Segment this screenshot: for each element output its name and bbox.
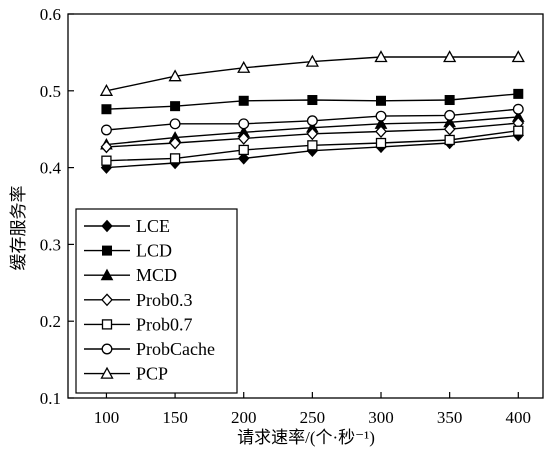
point-prob0-7-400 bbox=[513, 125, 524, 136]
point-prob0-7-200 bbox=[238, 144, 249, 156]
x-tick-label: 100 bbox=[94, 408, 120, 427]
point-pcp-200 bbox=[237, 60, 251, 73]
legend-item-lce: LCE bbox=[84, 216, 170, 236]
legend-item-lcd: LCD bbox=[84, 241, 172, 261]
y-tick-label: 0.2 bbox=[40, 312, 61, 331]
point-pcp-400 bbox=[511, 50, 525, 63]
legend-marker-mcd bbox=[100, 268, 114, 281]
point-prob0-7-100 bbox=[101, 155, 112, 166]
point-prob0-7-350 bbox=[444, 134, 455, 146]
series-lcd bbox=[101, 88, 524, 115]
y-tick-label: 0.1 bbox=[40, 389, 61, 408]
legend-marker-probcache bbox=[101, 343, 113, 355]
legend-item-prob0-7: Prob0.7 bbox=[84, 314, 193, 334]
point-prob0-3-350 bbox=[443, 122, 456, 136]
legend-marker-pcp bbox=[100, 366, 114, 379]
point-probcache-400 bbox=[512, 103, 524, 115]
point-lcd-300 bbox=[376, 95, 387, 106]
legend-item-probcache: ProbCache bbox=[84, 339, 215, 359]
point-prob0-3-200 bbox=[237, 131, 250, 145]
legend-label-prob0-3: Prob0.3 bbox=[136, 290, 193, 310]
point-lcd-100 bbox=[101, 104, 112, 115]
axis-ticks bbox=[68, 13, 519, 399]
plot-frame bbox=[67, 13, 544, 399]
point-pcp-300 bbox=[374, 50, 388, 63]
point-pcp-150 bbox=[168, 69, 182, 82]
point-probcache-250 bbox=[306, 115, 318, 127]
x-tick-label: 350 bbox=[437, 408, 463, 427]
point-probcache-200 bbox=[238, 118, 250, 130]
point-probcache-100 bbox=[100, 124, 112, 136]
legend-label-pcp: PCP bbox=[136, 364, 168, 384]
point-pcp-250 bbox=[305, 54, 319, 67]
legend-marker-prob0-7 bbox=[101, 319, 113, 330]
legend-label-lcd: LCD bbox=[136, 241, 172, 261]
legend-marker-lcd bbox=[102, 245, 112, 256]
series-prob0-7 bbox=[101, 125, 524, 166]
legend: LCE LCD MCD Prob0.3 Prob0.7 ProbCache PCP bbox=[75, 208, 238, 394]
series-probcache bbox=[100, 103, 524, 136]
point-lcd-200 bbox=[238, 95, 249, 106]
legend-marker-lce bbox=[101, 219, 113, 233]
point-prob0-3-300 bbox=[375, 125, 387, 138]
point-prob0-7-250 bbox=[307, 140, 318, 151]
legend-label-prob0-7: Prob0.7 bbox=[136, 314, 193, 334]
x-tick-label: 150 bbox=[162, 408, 188, 427]
point-lcd-150 bbox=[170, 101, 181, 112]
x-tick-label: 200 bbox=[231, 408, 257, 427]
legend-item-prob0-3: Prob0.3 bbox=[84, 290, 193, 310]
point-lcd-350 bbox=[444, 95, 455, 106]
x-tick-label: 250 bbox=[300, 408, 326, 427]
series-pcp bbox=[99, 50, 525, 96]
y-axis-label: 缓存服务率 bbox=[9, 186, 28, 271]
point-probcache-350 bbox=[444, 109, 456, 121]
x-tick-labels: 100 150 200 250 300 350 400 bbox=[94, 408, 531, 427]
y-tick-label: 0.5 bbox=[40, 82, 61, 101]
legend-label-probcache: ProbCache bbox=[136, 339, 215, 359]
x-tick-label: 300 bbox=[368, 408, 394, 427]
y-tick-label: 0.3 bbox=[40, 235, 61, 254]
point-lcd-250 bbox=[307, 95, 318, 106]
legend-label-mcd: MCD bbox=[136, 265, 177, 285]
legend-marker-prob0-3 bbox=[101, 293, 113, 307]
x-axis-label: 请求速率/(个·秒⁻¹) bbox=[237, 428, 375, 447]
point-probcache-150 bbox=[169, 118, 181, 130]
y-tick-labels: 0.1 0.2 0.3 0.4 0.5 0.6 bbox=[40, 5, 62, 408]
point-probcache-300 bbox=[375, 110, 387, 122]
point-pcp-350 bbox=[443, 50, 457, 63]
point-lcd-400 bbox=[513, 88, 524, 99]
series-group bbox=[99, 50, 525, 174]
legend-item-mcd: MCD bbox=[84, 265, 177, 285]
point-prob0-3-250 bbox=[306, 127, 319, 141]
point-prob0-3-100 bbox=[100, 140, 113, 154]
legend-label-lce: LCE bbox=[136, 216, 170, 236]
legend-item-pcp: PCP bbox=[84, 364, 168, 384]
point-pcp-100 bbox=[99, 83, 114, 96]
legend-items: LCE LCD MCD Prob0.3 Prob0.7 ProbCache PCP bbox=[84, 216, 215, 384]
point-lce-200 bbox=[238, 152, 250, 165]
point-prob0-7-150 bbox=[169, 153, 181, 164]
y-tick-label: 0.4 bbox=[40, 159, 62, 178]
point-prob0-3-150 bbox=[169, 136, 181, 150]
x-tick-label: 400 bbox=[506, 408, 532, 427]
point-prob0-7-300 bbox=[375, 137, 387, 149]
y-tick-label: 0.6 bbox=[40, 5, 61, 24]
